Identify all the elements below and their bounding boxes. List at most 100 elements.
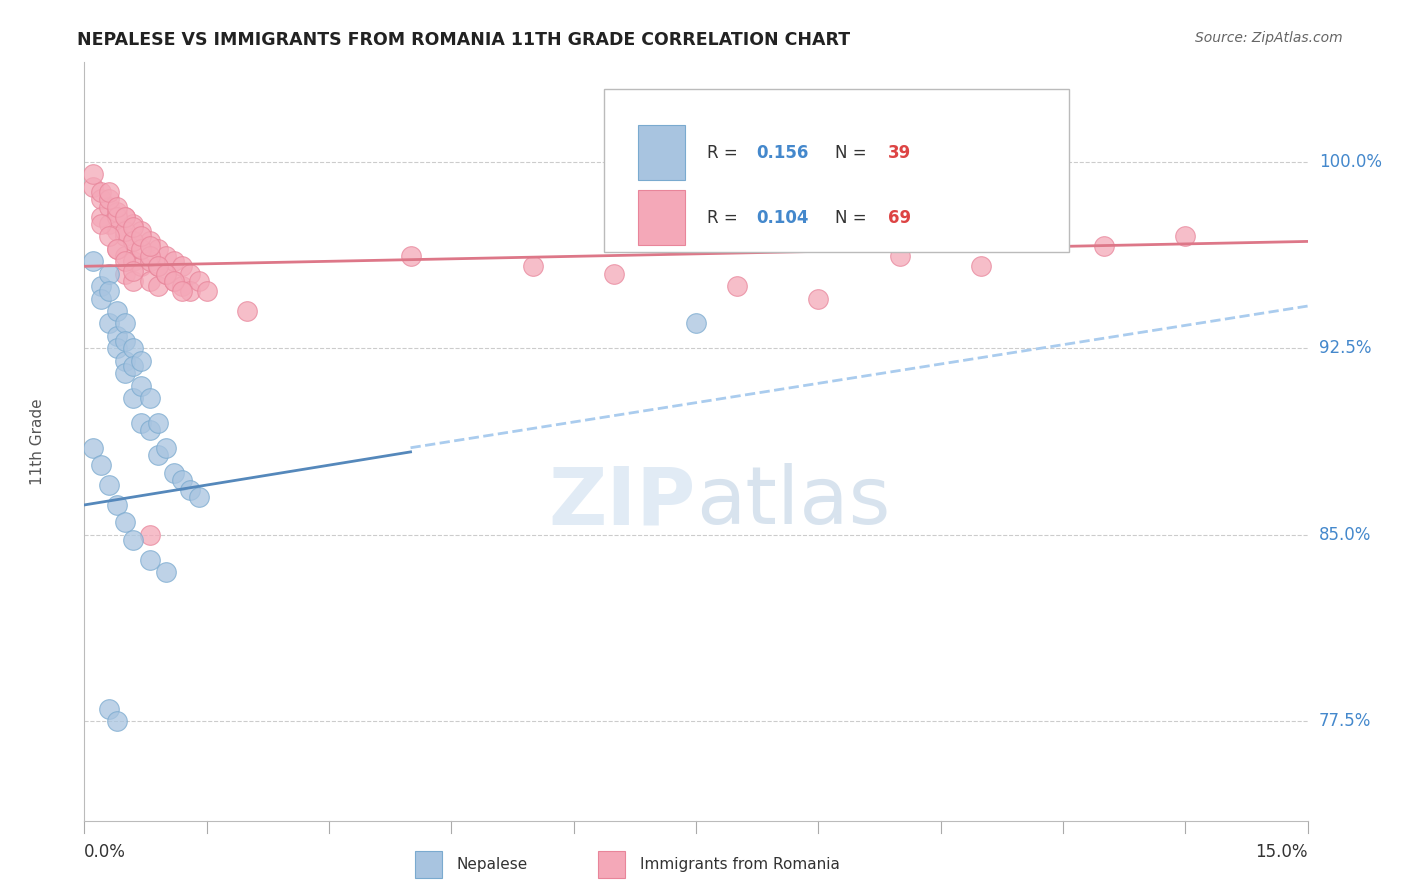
Point: [131, 353, 153, 368]
Point: [105, 341, 128, 355]
Point: [146, 448, 169, 462]
Text: 92.5%: 92.5%: [1319, 339, 1371, 358]
Point: [97, 200, 120, 214]
Point: [807, 292, 830, 306]
Text: R =: R =: [707, 209, 742, 227]
Text: NEPALESE VS IMMIGRANTS FROM ROMANIA 11TH GRADE CORRELATION CHART: NEPALESE VS IMMIGRANTS FROM ROMANIA 11TH…: [77, 31, 851, 49]
Point: [146, 260, 169, 274]
Point: [122, 219, 145, 234]
Point: [172, 284, 194, 298]
Point: [1092, 239, 1115, 253]
Point: [97, 267, 120, 281]
Point: [1174, 229, 1197, 244]
Point: [114, 225, 136, 239]
Point: [90, 185, 112, 199]
Point: [155, 267, 177, 281]
Point: [122, 359, 145, 373]
Point: [138, 235, 160, 249]
Point: [114, 317, 136, 331]
Point: [122, 341, 145, 355]
Point: [114, 254, 136, 268]
Point: [105, 204, 128, 219]
Point: [90, 458, 112, 472]
Point: [90, 292, 112, 306]
Point: [105, 242, 128, 256]
Point: [97, 217, 120, 231]
Point: [114, 267, 136, 281]
Point: [122, 533, 145, 547]
Point: [122, 254, 145, 268]
Text: ZIP: ZIP: [548, 463, 696, 541]
FancyBboxPatch shape: [415, 851, 441, 878]
Point: [725, 279, 748, 293]
Point: [105, 329, 128, 343]
Point: [179, 284, 201, 298]
Text: 0.156: 0.156: [756, 144, 808, 161]
Point: [90, 279, 112, 293]
Point: [172, 279, 194, 293]
Text: N =: N =: [835, 209, 872, 227]
Point: [105, 304, 128, 318]
Text: 77.5%: 77.5%: [1319, 712, 1371, 731]
Point: [114, 366, 136, 380]
Point: [163, 254, 186, 268]
Point: [163, 274, 186, 288]
Point: [163, 274, 186, 288]
Point: [105, 714, 128, 729]
Point: [82, 167, 104, 181]
Point: [131, 260, 153, 274]
Point: [82, 179, 104, 194]
Text: 0.0%: 0.0%: [84, 843, 127, 861]
Point: [155, 441, 177, 455]
Point: [179, 483, 201, 497]
Point: [138, 254, 160, 268]
Point: [603, 267, 626, 281]
Point: [82, 441, 104, 455]
Point: [114, 210, 136, 224]
Point: [131, 242, 153, 256]
Point: [97, 284, 120, 298]
Text: 85.0%: 85.0%: [1319, 525, 1371, 544]
Point: [97, 317, 120, 331]
FancyBboxPatch shape: [638, 126, 685, 180]
Point: [90, 210, 112, 224]
Point: [105, 210, 128, 224]
Point: [105, 242, 128, 256]
Point: [105, 225, 128, 239]
Point: [105, 200, 128, 214]
Point: [970, 260, 993, 274]
Point: [236, 304, 259, 318]
Point: [179, 267, 201, 281]
Text: R =: R =: [707, 144, 742, 161]
Text: 0.104: 0.104: [756, 209, 808, 227]
Point: [114, 353, 136, 368]
Point: [138, 239, 160, 253]
Point: [90, 217, 112, 231]
Point: [187, 491, 209, 505]
Point: [155, 249, 177, 263]
Point: [187, 274, 209, 288]
Point: [138, 528, 160, 542]
Point: [131, 378, 153, 392]
FancyBboxPatch shape: [638, 191, 685, 245]
FancyBboxPatch shape: [605, 89, 1069, 252]
Point: [97, 229, 120, 244]
Point: [114, 210, 136, 224]
Point: [146, 279, 169, 293]
Text: N =: N =: [835, 144, 872, 161]
Point: [172, 473, 194, 487]
Point: [97, 702, 120, 716]
Point: [122, 235, 145, 249]
Point: [131, 225, 153, 239]
Point: [122, 235, 145, 249]
Text: 39: 39: [889, 144, 911, 161]
Point: [195, 284, 218, 298]
Point: [163, 466, 186, 480]
Text: 15.0%: 15.0%: [1256, 843, 1308, 861]
Point: [172, 260, 194, 274]
Point: [138, 423, 160, 437]
Point: [146, 242, 169, 256]
Point: [399, 249, 422, 263]
Point: [114, 229, 136, 244]
Point: [889, 249, 911, 263]
